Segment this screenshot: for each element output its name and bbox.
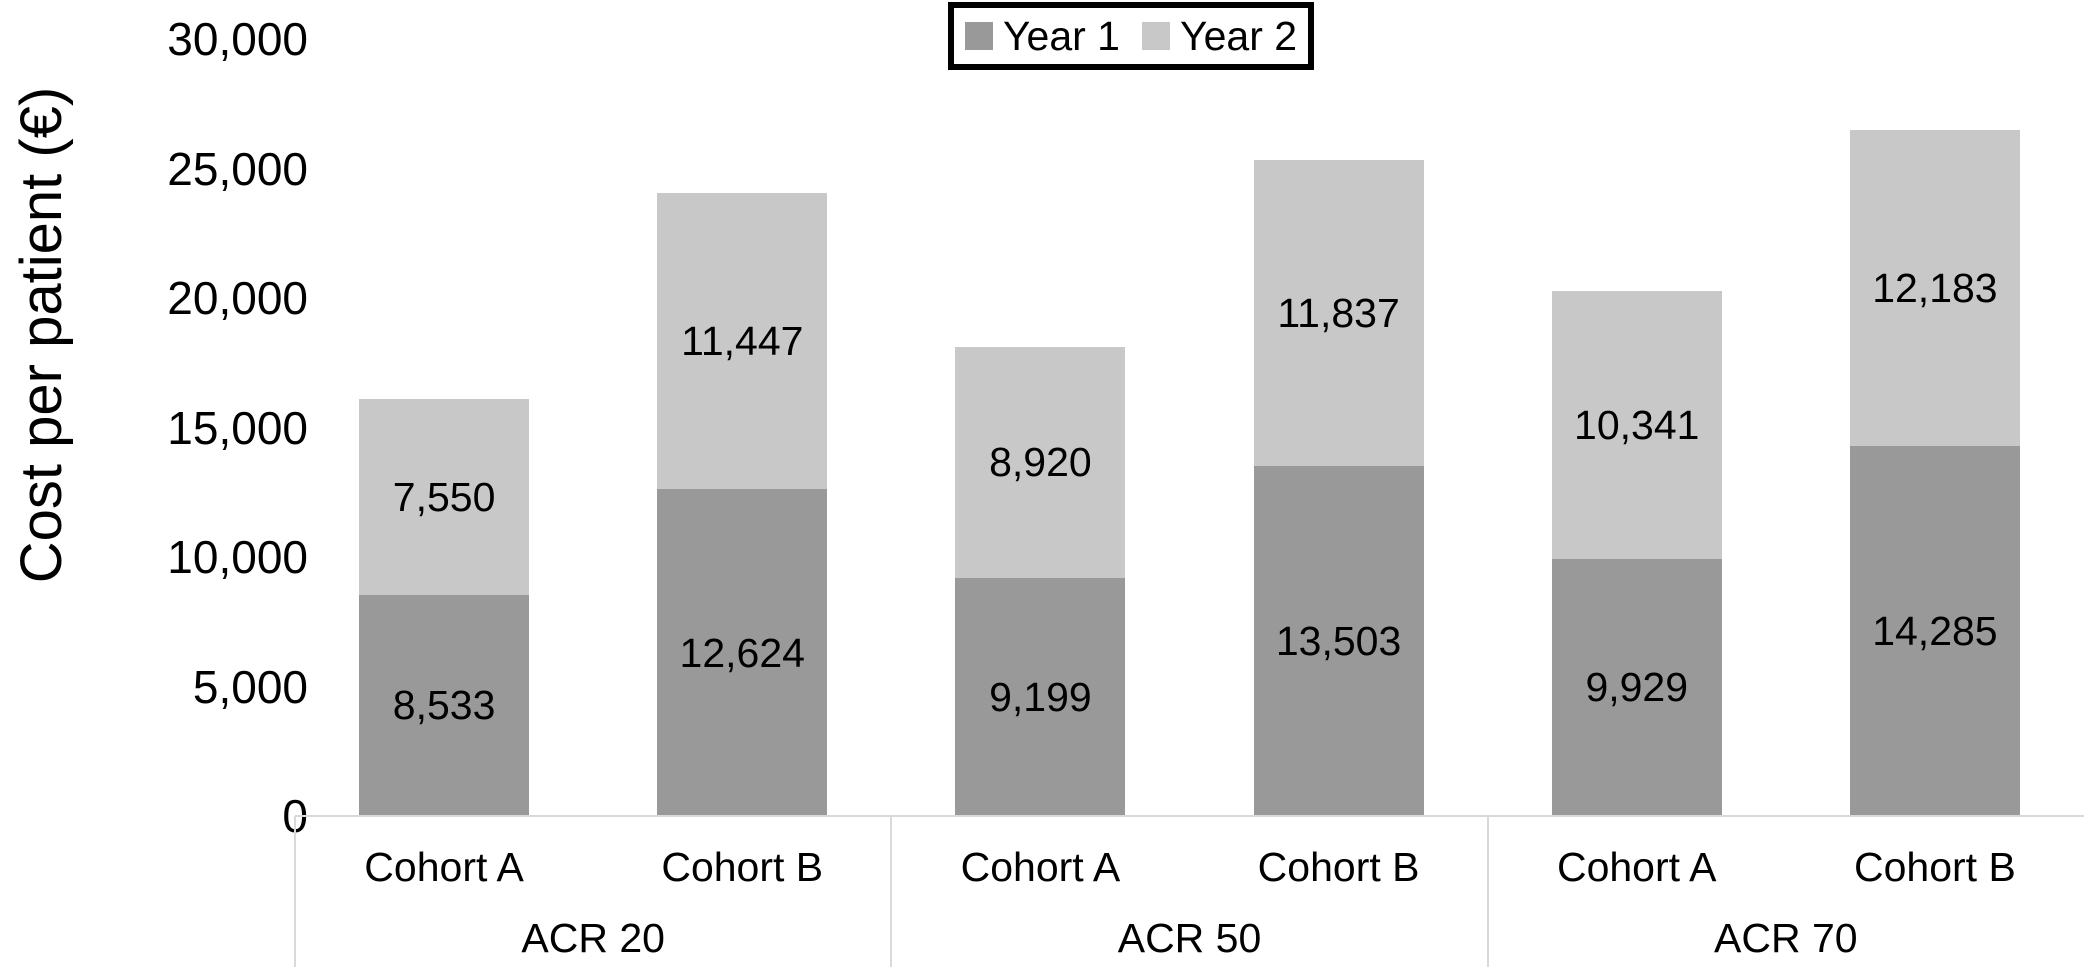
legend-label: Year 1 — [1002, 13, 1120, 59]
y-tick-label: 0 — [88, 789, 308, 843]
bar-segment-year-1 — [955, 577, 1126, 816]
bar-data-label: 11,837 — [1277, 289, 1400, 336]
bar-segment-year-1 — [1551, 558, 1722, 816]
bar-segment-year-1 — [1253, 466, 1424, 816]
bar-data-label: 13,503 — [1275, 618, 1402, 665]
bar-segment-year-2 — [955, 346, 1126, 578]
legend: Year 1 Year 2 — [948, 2, 1314, 70]
category-label: Cohort B — [661, 844, 824, 890]
bar-data-label: 10,341 — [1574, 401, 1700, 448]
y-axis-title: Cost per patient (€) — [9, 86, 74, 584]
category-label: Cohort A — [960, 844, 1121, 890]
y-tick-label: 10,000 — [167, 531, 308, 583]
group-separator-line — [1486, 816, 1489, 967]
bar-data-label: 11,447 — [681, 317, 804, 364]
group-separator-line — [890, 816, 893, 967]
bar-data-label: 7,550 — [392, 474, 496, 521]
y-tick-label: 20,000 — [167, 272, 308, 324]
legend-entry: Year 2 — [1142, 12, 1297, 60]
x-axis-line — [295, 815, 2084, 817]
group-label: ACR 50 — [1117, 915, 1262, 961]
category-label: Cohort A — [1556, 844, 1717, 890]
bar-data-label: 9,929 — [1585, 664, 1689, 711]
legend-entry: Year 1 — [964, 12, 1120, 60]
bar-segment-year-1 — [657, 489, 828, 816]
legend-swatch-icon — [964, 22, 993, 50]
bar-segment-year-2 — [657, 192, 828, 490]
legend-label: Year 2 — [1180, 13, 1298, 59]
legend-swatch-icon — [1142, 22, 1170, 50]
bar-data-label: 12,183 — [1872, 265, 1998, 312]
group-label: ACR 20 — [521, 915, 665, 961]
y-tick-label: 15,000 — [167, 401, 308, 454]
category-label: Cohort B — [1257, 844, 1420, 890]
category-label: Cohort A — [364, 844, 524, 890]
bar-data-label: 12,624 — [679, 629, 805, 676]
y-tick-label: 5,000 — [192, 660, 308, 713]
bar-segment-year-2 — [1253, 159, 1424, 467]
category-label: Cohort B — [1854, 844, 2016, 890]
bar-segment-year-2 — [1551, 291, 1722, 559]
y-tick-label: 30,000 — [167, 13, 308, 65]
bar-data-label: 9,199 — [989, 673, 1092, 720]
group-separator-line — [294, 816, 296, 967]
bar-segment-year-1 — [1849, 446, 2020, 816]
bar-data-label: 14,285 — [1872, 608, 1998, 654]
bar-data-label: 8,920 — [989, 439, 1092, 486]
y-tick-label: 25,000 — [167, 142, 308, 195]
group-label: ACR 70 — [1714, 915, 1858, 961]
bar-segment-year-2 — [359, 399, 530, 595]
bar-segment-year-1 — [359, 594, 530, 816]
bar-segment-year-2 — [1849, 130, 2020, 446]
bar-data-label: 8,533 — [392, 682, 496, 729]
